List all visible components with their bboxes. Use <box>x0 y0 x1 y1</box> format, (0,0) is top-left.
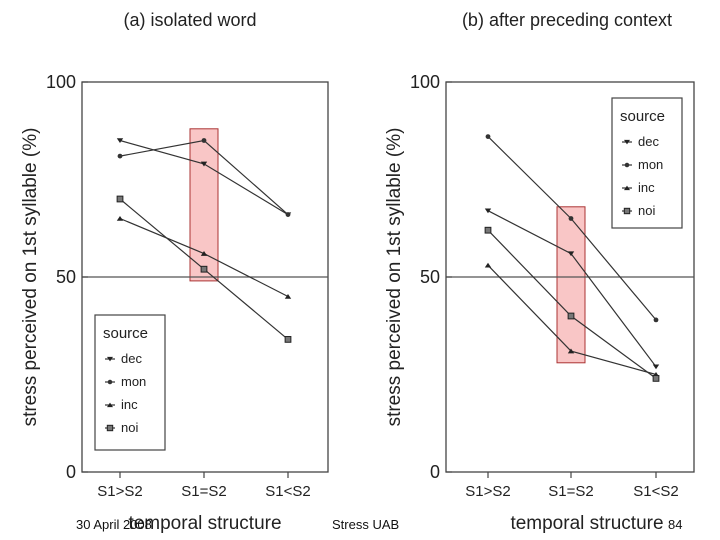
data-point-inc <box>116 215 124 221</box>
legend-marker <box>107 402 113 408</box>
y-axis-title: stress perceived on 1st syllable (%) <box>20 128 41 427</box>
data-point-inc <box>200 251 208 256</box>
x-tick-label: S1>S2 <box>465 483 510 500</box>
x-tick-label: S1>S2 <box>97 483 142 500</box>
legend-marker <box>624 185 630 191</box>
data-point-mon <box>285 212 291 218</box>
footer-date: 30 April 2008 <box>76 517 152 532</box>
data-point-mon <box>117 153 123 159</box>
legend-label-mon: mon <box>638 157 663 172</box>
highlight-box <box>556 206 586 364</box>
legend-marker <box>106 424 114 432</box>
x-tick-label: S1<S2 <box>633 483 678 500</box>
data-point-dec <box>200 161 208 167</box>
data-point-dec <box>652 364 660 370</box>
legend-marker <box>624 162 630 168</box>
data-point-mon <box>201 138 207 143</box>
footer-center: Stress UAB <box>332 517 400 532</box>
x-axis-title: temporal structure <box>128 513 281 534</box>
y-tick-label: 100 <box>410 72 440 92</box>
legend-marker <box>623 207 631 215</box>
legend: source dec mon inc noi <box>611 97 683 229</box>
data-point-noi <box>652 375 660 382</box>
y-tick-label: 0 <box>430 462 440 482</box>
data-point-inc <box>484 262 492 268</box>
data-point-mon <box>485 134 491 140</box>
data-point-noi <box>116 195 124 203</box>
chart-1: (a) isolated word 0 50 100 S1>S2 S1=S2 S1<S2 te… <box>20 10 329 534</box>
legend-label-noi: noi <box>121 420 138 435</box>
data-point-dec <box>116 138 124 144</box>
data-point-mon <box>653 317 659 323</box>
y-tick-label: 0 <box>66 462 76 482</box>
data-point-mon <box>568 216 574 221</box>
x-tick-label: S1<S2 <box>265 483 310 500</box>
data-point-dec <box>567 251 575 257</box>
data-point-noi <box>567 312 575 320</box>
data-point-inc <box>567 348 575 354</box>
chart-2: (b) after preceding context 0 50 100 S1>S2 S1… <box>384 10 695 534</box>
legend-box <box>611 97 683 229</box>
y-tick-label: 100 <box>46 72 76 92</box>
x-axis-title: temporal structure <box>510 513 663 534</box>
y-axis-title: stress perceived on 1st syllable (%) <box>384 128 405 427</box>
legend-label-dec: dec <box>121 351 142 366</box>
footer-page: 84 <box>668 517 683 532</box>
data-point-noi <box>200 265 208 273</box>
legend-label-noi: noi <box>638 203 655 218</box>
legend-marker <box>107 356 113 362</box>
x-tick-label: S1=S2 <box>548 483 593 500</box>
legend-label-inc: inc <box>121 397 138 412</box>
chart-title: (a) isolated word <box>123 10 256 30</box>
y-tick-label: 50 <box>420 267 440 287</box>
legend: source dec mon inc noi <box>94 314 166 451</box>
legend-marker <box>624 139 630 145</box>
data-point-noi <box>284 336 292 343</box>
legend-label-mon: mon <box>121 374 146 389</box>
legend-label-dec: dec <box>638 134 659 149</box>
legend-title: source <box>103 325 148 342</box>
legend-label-inc: inc <box>638 180 655 195</box>
data-point-noi <box>484 226 492 234</box>
x-tick-label: S1=S2 <box>181 483 226 500</box>
legend-marker <box>107 379 113 385</box>
data-point-dec <box>484 208 492 214</box>
data-point-inc <box>284 293 292 299</box>
legend-title: source <box>620 108 665 125</box>
y-tick-label: 50 <box>56 267 76 287</box>
chart-title: (b) after preceding context <box>462 10 672 30</box>
